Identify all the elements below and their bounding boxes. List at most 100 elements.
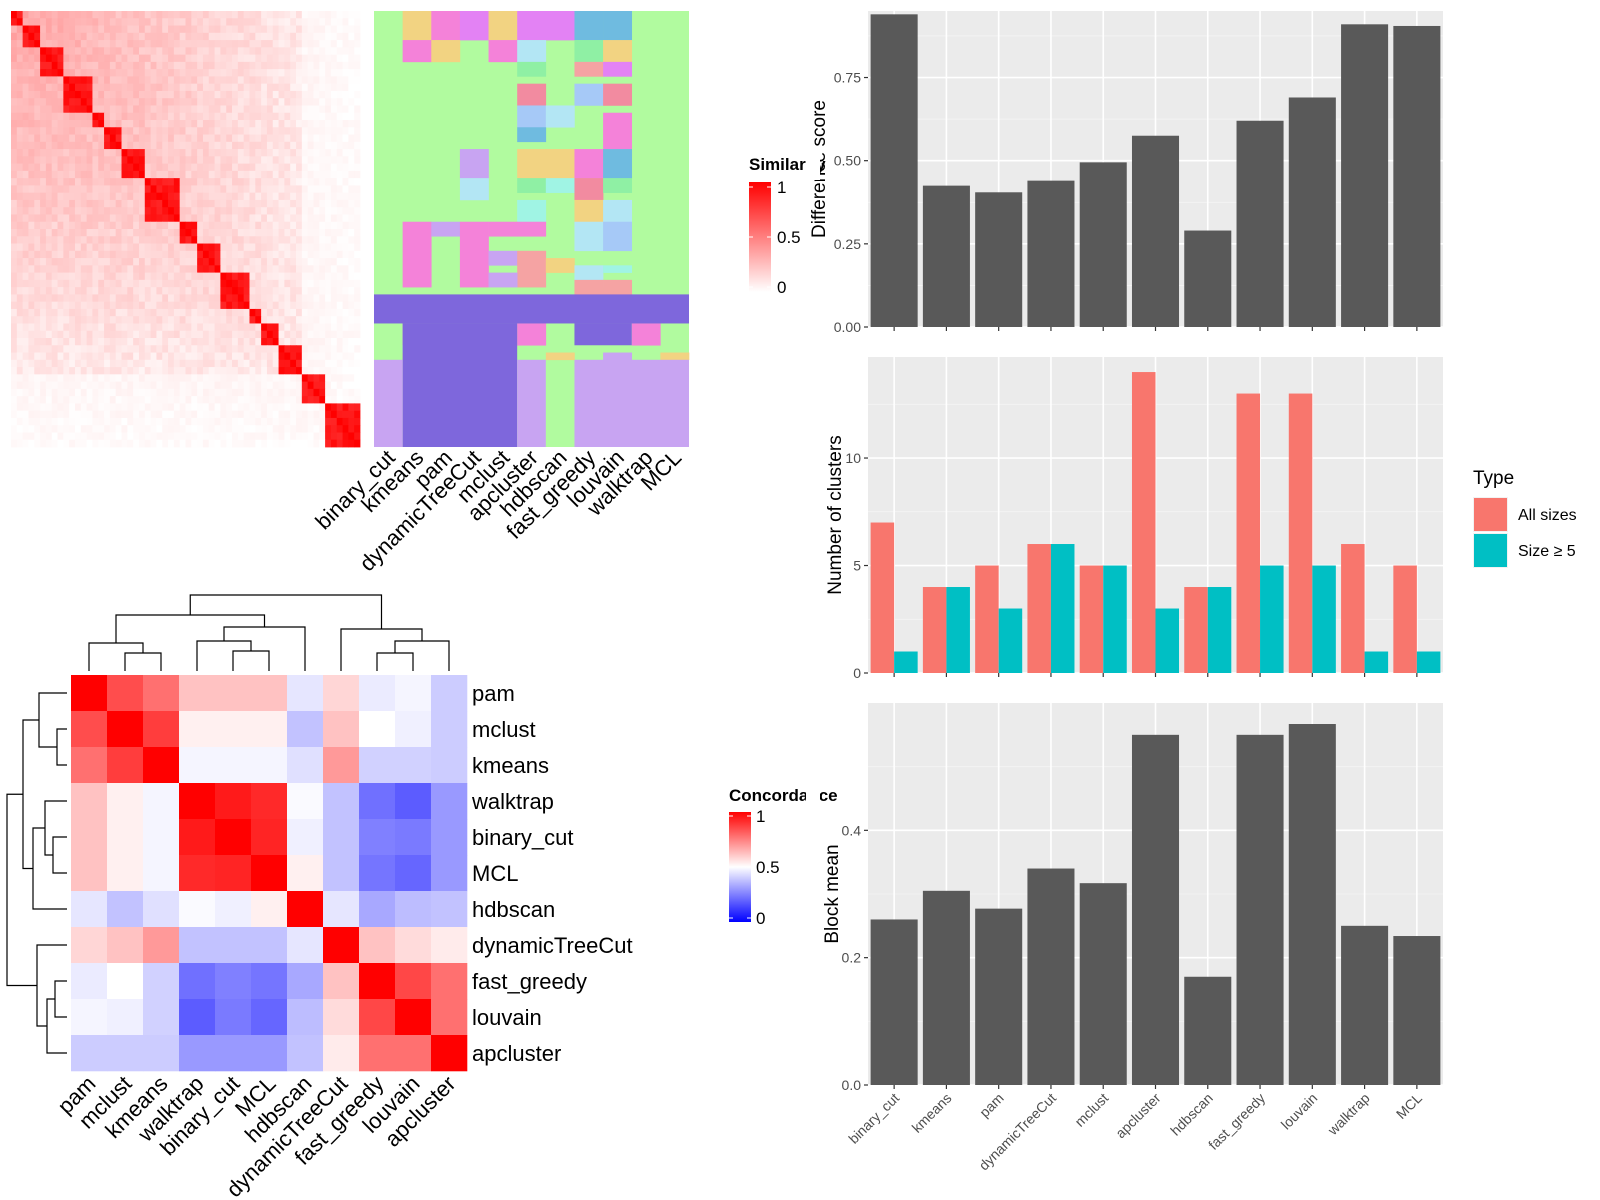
concordance-cell (395, 819, 432, 856)
concordance-cell (179, 963, 216, 1000)
dendrogram-link (52, 836, 67, 874)
concordance-cell (143, 927, 180, 964)
concordance-cell (323, 999, 360, 1036)
concordance-cell (323, 783, 360, 820)
x-tick-label: binary_cut (845, 1090, 902, 1147)
bar (1393, 565, 1417, 673)
concordance-cell (287, 747, 324, 784)
concordance-cell (143, 891, 180, 928)
dendrogram-link (46, 998, 67, 1054)
concordance-cell (251, 855, 288, 892)
concordance-cell (359, 783, 396, 820)
concordance-cell (71, 891, 108, 928)
concordance-cell (107, 891, 144, 928)
x-tick-label: pam (976, 1090, 1007, 1121)
bar (1236, 120, 1284, 327)
similarity-legend-tick: 0.5 (777, 228, 801, 247)
concordance-cell (287, 711, 324, 748)
dendrogram-link (223, 626, 306, 671)
x-tick-label: walktrap (1324, 1090, 1373, 1139)
dendrogram-link (32, 827, 67, 910)
concordance-cell (143, 675, 180, 712)
bar (894, 651, 918, 673)
bar (1050, 544, 1075, 673)
bar (1236, 734, 1284, 1085)
concordance-cell (215, 855, 252, 892)
concordance-cell (179, 999, 216, 1036)
column-dendrogram (88, 594, 450, 671)
bar (1288, 393, 1313, 673)
concordance-cell (215, 927, 252, 964)
concordance-cell (287, 891, 324, 928)
concordance-cell (287, 783, 324, 820)
concordance-cell (359, 927, 396, 964)
bar (1079, 883, 1127, 1085)
x-tick-label: kmeans (909, 1090, 955, 1136)
dendrogram-link (6, 793, 37, 987)
concordance-cell (431, 711, 468, 748)
bar (1416, 651, 1441, 673)
concordance-cell (395, 999, 432, 1036)
concordance-cell (251, 999, 288, 1036)
dendrogram-link (54, 980, 67, 1018)
dendrogram-link (56, 728, 67, 766)
concordance-cell (143, 999, 180, 1036)
bar (1079, 565, 1104, 673)
y-tick-label: 0.50 (834, 153, 861, 169)
concordance-cell (107, 711, 144, 748)
bar (1393, 936, 1441, 1085)
dendrogram-link (376, 652, 414, 671)
concordance-cell (179, 783, 216, 820)
y-tick-label: 0.75 (834, 70, 861, 86)
concordance-row-label: pam (472, 681, 515, 706)
concordance-cell (287, 927, 324, 964)
dendrogram-link (196, 640, 252, 671)
bar (975, 192, 1023, 327)
concordance-row-label: walktrap (471, 789, 554, 814)
concordance-cell (431, 1035, 468, 1072)
concordance-cell (395, 891, 432, 928)
bar (922, 890, 970, 1085)
concordance-cell (323, 891, 360, 928)
concordance-cell (71, 963, 108, 1000)
bar (1312, 565, 1336, 673)
concordance-cell (107, 675, 144, 712)
legend-label: All sizes (1518, 507, 1577, 524)
concordance-cell (107, 855, 144, 892)
concordance-row-label: kmeans (472, 753, 549, 778)
concordance-cell (251, 675, 288, 712)
concordance-cell (215, 783, 252, 820)
concordance-cell (107, 783, 144, 820)
concordance-cell (323, 1035, 360, 1072)
concordance-cell (359, 999, 396, 1036)
concordance-cell (143, 747, 180, 784)
type-legend: Type All sizes Size ≥ 5 (1473, 468, 1577, 568)
y-axis-label: Number of clusters (825, 435, 846, 594)
bar (870, 919, 918, 1085)
legend-key (1474, 534, 1507, 567)
concordance-cell (179, 711, 216, 748)
concordance-cell (323, 747, 360, 784)
concordance-cell (71, 747, 108, 784)
concordance-cell (359, 819, 396, 856)
concordance-row-label: mclust (472, 717, 536, 742)
concordance-cell (431, 927, 468, 964)
y-axis-label: Block mean (822, 844, 843, 943)
concordance-cell (359, 855, 396, 892)
concordance-cell (359, 747, 396, 784)
concordance-cell (431, 783, 468, 820)
dendrogram-link (115, 614, 266, 643)
concordance-cell (179, 1035, 216, 1072)
concordance-cell (359, 675, 396, 712)
cluster-membership-heatmap (374, 11, 690, 447)
similarity-heatmap (11, 11, 361, 448)
concordance-cell (107, 963, 144, 1000)
concordance-cell (71, 1035, 108, 1072)
concordance-row-label: dynamicTreeCut (472, 933, 633, 958)
concordance-cell (395, 783, 432, 820)
concordance-cell (71, 675, 108, 712)
concordance-cell (251, 783, 288, 820)
concordance-cell (323, 927, 360, 964)
concordance-cell (143, 783, 180, 820)
